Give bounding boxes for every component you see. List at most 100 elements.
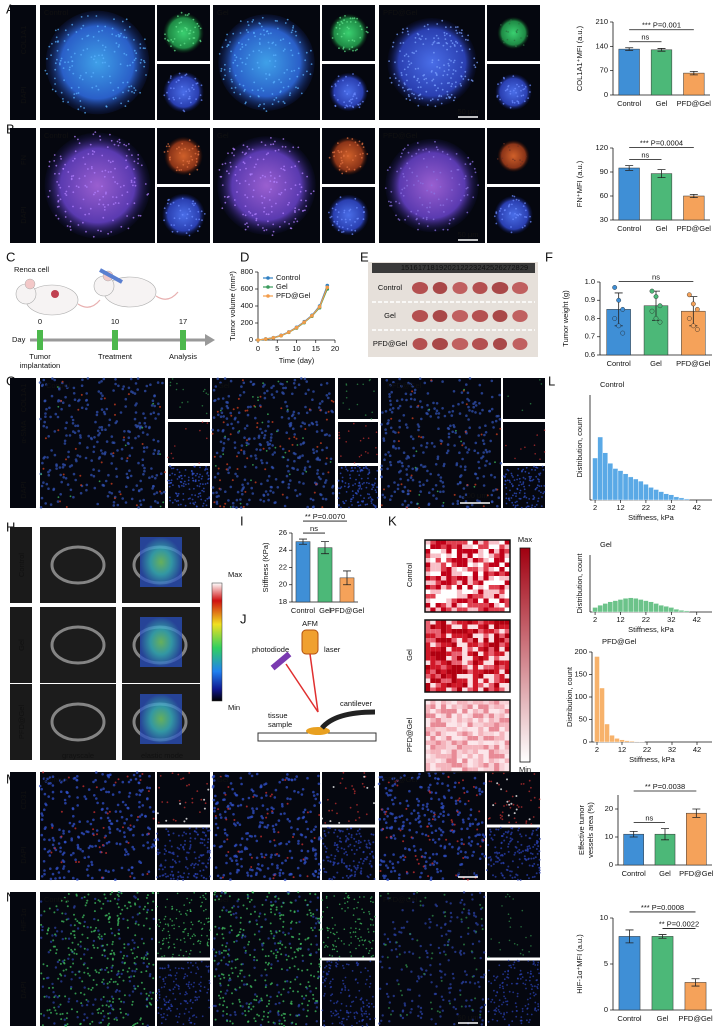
cell [502,832,505,835]
cell [146,873,149,875]
cell [325,977,327,980]
cell [490,780,493,783]
cell [178,79,180,82]
cell [98,1007,101,1010]
cell [165,995,168,998]
cell [146,957,149,960]
cell [451,83,453,85]
cell [152,977,155,980]
cell [131,1003,134,1006]
cell [176,855,179,858]
cell [182,163,185,166]
cell [402,86,404,89]
cell [538,871,541,874]
cell [533,773,536,775]
cell [402,858,406,862]
cell [440,995,444,998]
cell [61,937,64,941]
cell [334,842,336,844]
cell [402,926,406,929]
cell [267,32,270,35]
cell [402,42,405,44]
cell [409,1011,412,1014]
cell [138,774,142,778]
cell [359,858,362,860]
cell [450,916,453,919]
cell [445,838,448,841]
cell [321,837,324,840]
micrograph [38,377,166,509]
cell [467,156,470,159]
cell [511,203,513,206]
cell [246,893,249,896]
cell [495,976,498,979]
micrograph-bg [322,827,375,880]
cell [172,832,175,835]
cell [255,794,258,798]
cell [277,819,281,822]
cell [504,997,507,1000]
cell [480,1023,483,1026]
cell [417,977,421,980]
cell [489,856,492,858]
cell [84,184,87,187]
cell [280,167,283,170]
cell [132,825,136,828]
cell [65,421,68,425]
cell [284,859,288,862]
cell [283,1016,286,1019]
cell [244,1014,247,1017]
cell [78,142,81,145]
cell [531,985,534,988]
cell [227,984,230,987]
cell [92,979,95,981]
cell [63,974,67,977]
cell [193,1023,196,1025]
cell [190,155,193,158]
cell [226,1020,229,1022]
cell [413,93,415,96]
cell [54,83,56,85]
cell [82,49,85,52]
cell [495,828,498,831]
cell [225,833,229,837]
cell [71,824,75,828]
cell [248,148,251,150]
cell [107,171,110,173]
cell [393,816,397,820]
cell [478,940,481,943]
cell [301,959,305,963]
micrograph [156,827,211,881]
cell [253,32,255,35]
cell [111,964,114,967]
cell [64,163,66,166]
cell [341,777,344,780]
cell [128,148,131,151]
cell [275,931,278,934]
cell [63,40,66,42]
cell [535,872,538,875]
cell [213,844,216,848]
cell [100,937,104,941]
cell [262,1015,265,1018]
cell [359,841,362,844]
cell [421,97,424,100]
cell [391,45,394,48]
cell [403,147,406,150]
cell [223,1000,226,1003]
cell [334,83,337,85]
cell [536,834,539,837]
cell [138,860,141,863]
cell [165,819,168,822]
cell [230,78,233,81]
cell [518,199,520,202]
cell [59,63,61,66]
cell [501,213,504,216]
cell [307,948,310,951]
cell [139,1018,142,1021]
cell [112,97,115,100]
cell [436,178,438,181]
cell [55,867,58,870]
cell [167,1001,170,1003]
cell [251,173,253,175]
